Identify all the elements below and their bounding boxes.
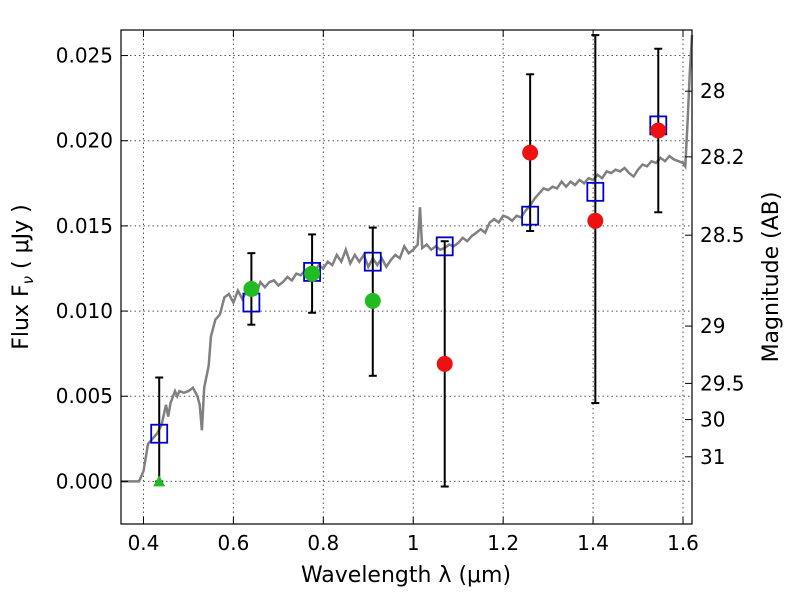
plot-frame: [120, 29, 693, 525]
observation-point: [650, 122, 667, 139]
y-tick-label: 0.005: [56, 384, 113, 408]
y-tick-label: 0.025: [56, 44, 113, 68]
axis-ticks: 0.4 0.6 0.8 1 1.2 1.4 1.6 0.000 0.005 0.010 0.015 0…: [56, 30, 745, 555]
y-tick-label: 0.020: [56, 129, 113, 153]
model-point-square: [363, 251, 382, 272]
observation-point: [522, 144, 539, 161]
x-tick-label: 1.2: [487, 531, 519, 555]
right-axis-label: Magnitude (AB): [759, 192, 784, 363]
y-axis-label: Flux Fν ( μJy ): [9, 204, 37, 349]
data-points: [150, 34, 668, 488]
y-axis-label-unit: ( μJy ): [9, 204, 34, 276]
right-tick-label: 29.5: [700, 371, 745, 395]
model-point-square: [586, 181, 605, 202]
right-tick-label: 31: [700, 445, 725, 469]
right-tick-label: 28.2: [700, 145, 745, 169]
observation-point: [587, 212, 604, 229]
x-axis-label: Wavelength λ (μm): [301, 563, 511, 588]
model-spectrum-line: [121, 35, 694, 483]
observation-point: [243, 280, 260, 297]
x-tick-label: 1.4: [577, 531, 609, 555]
x-tick-label: 0.4: [128, 531, 160, 555]
x-tick-label: 1: [407, 531, 420, 555]
y-axis-label-subscript: ν: [19, 276, 37, 284]
x-tick-label: 0.8: [307, 531, 339, 555]
y-tick-label: 0.010: [56, 299, 113, 323]
y-axis-label-main: Flux F: [9, 284, 34, 349]
observation-point: [304, 265, 321, 282]
model-point-square: [435, 236, 454, 257]
x-tick-label: 0.6: [217, 531, 249, 555]
model-point-square: [150, 423, 169, 444]
observation-upper-limit: [153, 475, 166, 487]
observation-point: [436, 355, 453, 372]
model-point-square: [521, 205, 540, 226]
right-tick-label: 29: [700, 314, 725, 338]
y-tick-label: 0.000: [56, 469, 113, 493]
observation-point: [364, 292, 381, 309]
x-tick-label: 1.6: [667, 531, 699, 555]
y-tick-label: 0.015: [56, 214, 113, 238]
right-tick-label: 30: [700, 408, 725, 432]
grid-lines: [121, 30, 692, 524]
right-tick-label: 28.5: [700, 223, 745, 247]
right-tick-label: 28: [700, 79, 725, 103]
model-spectrum: [121, 35, 694, 483]
